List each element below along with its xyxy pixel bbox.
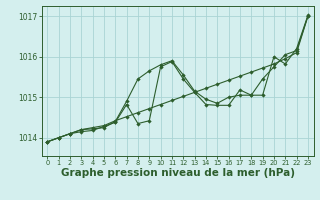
X-axis label: Graphe pression niveau de la mer (hPa): Graphe pression niveau de la mer (hPa): [60, 168, 295, 178]
